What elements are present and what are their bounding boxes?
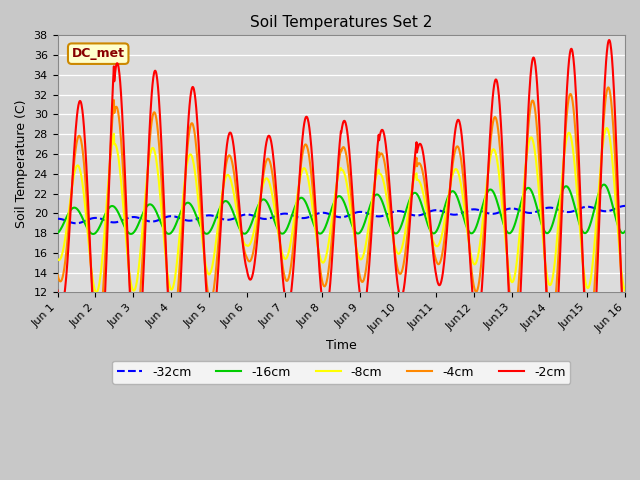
Legend: -32cm, -16cm, -8cm, -4cm, -2cm: -32cm, -16cm, -8cm, -4cm, -2cm bbox=[112, 361, 570, 384]
X-axis label: Time: Time bbox=[326, 339, 356, 352]
Y-axis label: Soil Temperature (C): Soil Temperature (C) bbox=[15, 100, 28, 228]
Title: Soil Temperatures Set 2: Soil Temperatures Set 2 bbox=[250, 15, 433, 30]
Text: DC_met: DC_met bbox=[72, 47, 125, 60]
